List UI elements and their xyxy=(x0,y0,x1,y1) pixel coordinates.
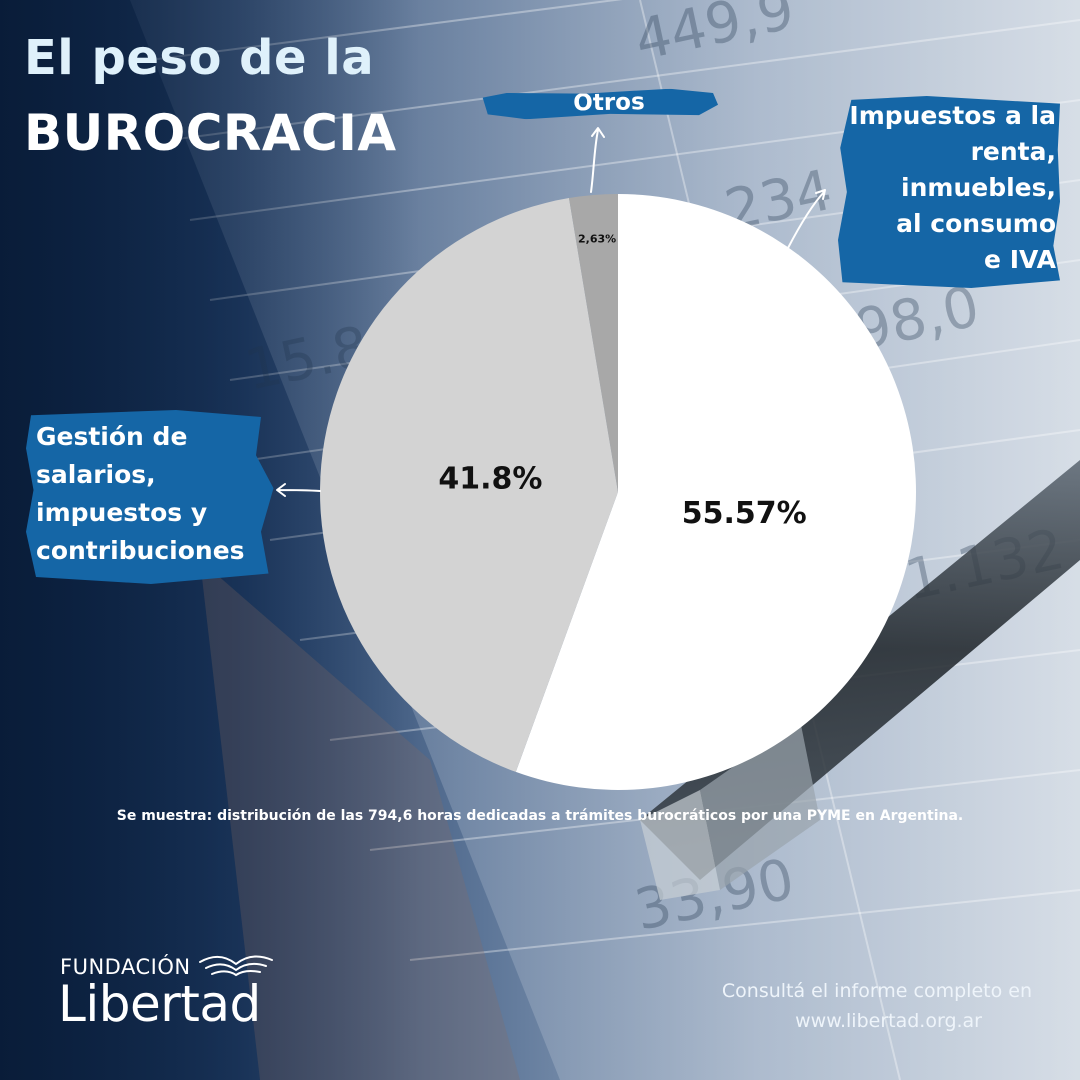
callout-gestion: Gestión de salarios, impuestos y contrib… xyxy=(26,410,274,584)
title-line-1: El peso de la xyxy=(24,30,375,86)
callout-impuestos-line: Impuestos a la xyxy=(849,101,1056,130)
callout-impuestos-line: inmuebles, xyxy=(901,173,1056,202)
pen-illustration xyxy=(640,460,1080,900)
title-line-2: BUROCRACIA xyxy=(24,104,397,162)
pie-slice xyxy=(515,194,916,790)
callout-arrows xyxy=(276,127,826,497)
bird-wings-icon xyxy=(199,955,273,977)
callout-impuestos-line: renta, xyxy=(970,137,1056,166)
callout-gestion-line: contribuciones xyxy=(36,536,245,565)
callout-gestion-line: Gestión de xyxy=(36,422,188,451)
logo-fundacion: FUNDACIÓN xyxy=(60,955,191,979)
arrow-icon xyxy=(276,483,321,497)
arrow-icon xyxy=(590,127,605,193)
pie-slices xyxy=(320,194,916,790)
callout-gestion-line: salarios, xyxy=(36,460,156,489)
callout-impuestos: Impuestos a la renta, inmuebles, al cons… xyxy=(838,96,1060,288)
pie-slice-label: 55.57% xyxy=(682,496,807,531)
callout-impuestos-line: al consumo xyxy=(896,209,1056,238)
arrow-icon xyxy=(787,189,826,249)
cta-text: Consultá el informe completo en xyxy=(721,980,1032,1002)
callout-gestion-line: impuestos y xyxy=(36,498,208,527)
cta-url-link[interactable]: www.libertad.org.ar xyxy=(795,1010,982,1032)
pie-slice-label: 41.8% xyxy=(438,462,542,497)
pie-slice xyxy=(568,194,618,492)
pie-slice xyxy=(320,198,618,772)
logo-libertad: Libertad xyxy=(58,975,261,1033)
callout-impuestos-line: e IVA xyxy=(984,245,1056,274)
pie-slice-label: 2,63% xyxy=(578,233,616,246)
pie-labels: 55.57% 41.8% 2,63% xyxy=(438,233,806,531)
chart-caption: Se muestra: distribución de las 794,6 ho… xyxy=(116,808,964,824)
